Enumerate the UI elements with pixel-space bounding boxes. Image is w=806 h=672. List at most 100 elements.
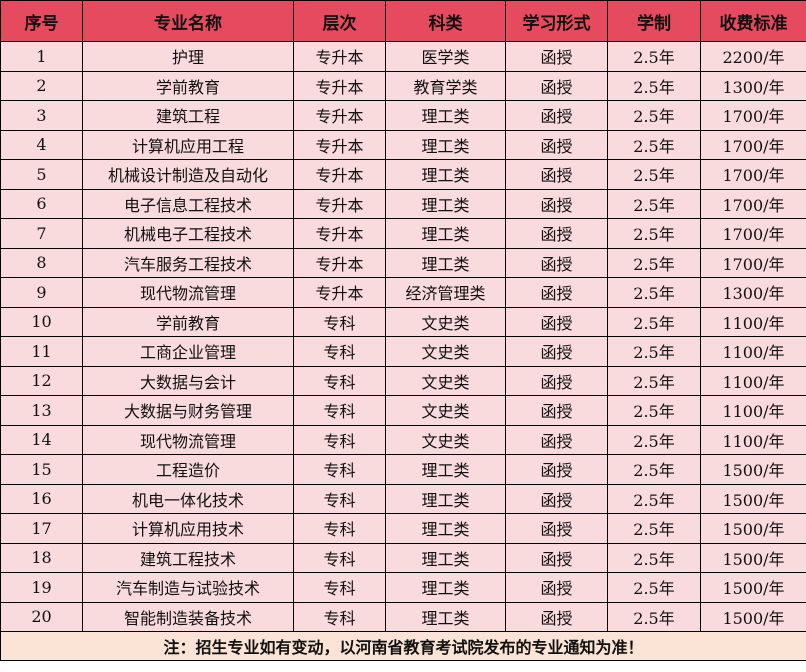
cell-major-name: 智能制造装备技术 — [82, 601, 294, 632]
cell-duration: 2.5年 — [607, 483, 701, 514]
cell-major-name: 电子信息工程技术 — [82, 188, 294, 219]
cell-fee: 1300/年 — [700, 277, 806, 308]
cell-index: 6 — [0, 188, 83, 219]
cell-fee: 1700/年 — [700, 188, 806, 219]
cell-category: 医学类 — [385, 41, 506, 72]
cell-duration: 2.5年 — [607, 70, 701, 101]
cell-duration: 2.5年 — [607, 306, 701, 337]
table-row: 11 工商企业管理 专科 文史类 函授 2.5年 1100/年 — [0, 336, 806, 367]
cell-index: 11 — [0, 336, 83, 367]
cell-major-name: 大数据与会计 — [82, 365, 294, 396]
cell-major-name: 护理 — [82, 41, 294, 72]
table-row: 18 建筑工程技术 专科 理工类 函授 2.5年 1500/年 — [0, 542, 806, 573]
cell-duration: 2.5年 — [607, 247, 701, 278]
cell-study-form: 函授 — [505, 100, 608, 131]
cell-index: 5 — [0, 159, 83, 190]
cell-category: 理工类 — [385, 218, 506, 249]
cell-level: 专科 — [293, 424, 386, 455]
table-row: 17 计算机应用技术 专科 理工类 函授 2.5年 1500/年 — [0, 513, 806, 544]
cell-category: 理工类 — [385, 542, 506, 573]
cell-duration: 2.5年 — [607, 188, 701, 219]
cell-index: 13 — [0, 395, 83, 426]
cell-fee: 1100/年 — [700, 336, 806, 367]
cell-study-form: 函授 — [505, 70, 608, 101]
cell-major-name: 学前教育 — [82, 70, 294, 101]
cell-index: 20 — [0, 601, 83, 632]
table-row: 1 护理 专升本 医学类 函授 2.5年 2200/年 — [0, 41, 806, 72]
cell-index: 19 — [0, 572, 83, 603]
header-duration: 学制 — [607, 0, 701, 42]
table-row: 7 机械电子工程技术 专升本 理工类 函授 2.5年 1700/年 — [0, 218, 806, 249]
cell-fee: 1300/年 — [700, 70, 806, 101]
cell-duration: 2.5年 — [607, 336, 701, 367]
cell-category: 理工类 — [385, 572, 506, 603]
cell-study-form: 函授 — [505, 483, 608, 514]
cell-study-form: 函授 — [505, 424, 608, 455]
table-row: 8 汽车服务工程技术 专升本 理工类 函授 2.5年 1700/年 — [0, 247, 806, 278]
cell-study-form: 函授 — [505, 601, 608, 632]
cell-fee: 1500/年 — [700, 483, 806, 514]
cell-study-form: 函授 — [505, 247, 608, 278]
cell-fee: 1700/年 — [700, 247, 806, 278]
cell-level: 专升本 — [293, 277, 386, 308]
cell-category: 理工类 — [385, 188, 506, 219]
table-row: 6 电子信息工程技术 专升本 理工类 函授 2.5年 1700/年 — [0, 188, 806, 219]
cell-index: 3 — [0, 100, 83, 131]
cell-study-form: 函授 — [505, 365, 608, 396]
cell-category: 理工类 — [385, 247, 506, 278]
cell-study-form: 函授 — [505, 159, 608, 190]
cell-study-form: 函授 — [505, 188, 608, 219]
cell-category: 文史类 — [385, 336, 506, 367]
cell-level: 专升本 — [293, 100, 386, 131]
cell-major-name: 大数据与财务管理 — [82, 395, 294, 426]
cell-study-form: 函授 — [505, 306, 608, 337]
cell-duration: 2.5年 — [607, 129, 701, 160]
cell-study-form: 函授 — [505, 542, 608, 573]
table-row: 4 计算机应用工程 专升本 理工类 函授 2.5年 1700/年 — [0, 129, 806, 160]
table-row: 13 大数据与财务管理 专科 文史类 函授 2.5年 1100/年 — [0, 395, 806, 426]
table-row: 5 机械设计制造及自动化 专升本 理工类 函授 2.5年 1700/年 — [0, 159, 806, 190]
cell-index: 2 — [0, 70, 83, 101]
cell-category: 文史类 — [385, 365, 506, 396]
cell-study-form: 函授 — [505, 277, 608, 308]
cell-level: 专科 — [293, 454, 386, 485]
table-row: 2 学前教育 专升本 教育学类 函授 2.5年 1300/年 — [0, 70, 806, 101]
table-row: 15 工程造价 专科 理工类 函授 2.5年 1500/年 — [0, 454, 806, 485]
cell-study-form: 函授 — [505, 454, 608, 485]
cell-duration: 2.5年 — [607, 159, 701, 190]
cell-study-form: 函授 — [505, 395, 608, 426]
cell-major-name: 机械设计制造及自动化 — [82, 159, 294, 190]
cell-fee: 1500/年 — [700, 601, 806, 632]
cell-major-name: 机电一体化技术 — [82, 483, 294, 514]
cell-duration: 2.5年 — [607, 454, 701, 485]
table-row: 19 汽车制造与试验技术 专科 理工类 函授 2.5年 1500/年 — [0, 572, 806, 603]
table-row: 12 大数据与会计 专科 文史类 函授 2.5年 1100/年 — [0, 365, 806, 396]
cell-study-form: 函授 — [505, 41, 608, 72]
cell-level: 专科 — [293, 542, 386, 573]
note-text: 注：招生专业如有变动，以河南省教育考试院发布的专业通知为准！ — [0, 631, 806, 661]
cell-index: 16 — [0, 483, 83, 514]
cell-fee: 1100/年 — [700, 395, 806, 426]
cell-duration: 2.5年 — [607, 277, 701, 308]
cell-category: 理工类 — [385, 601, 506, 632]
cell-index: 4 — [0, 129, 83, 160]
cell-duration: 2.5年 — [607, 513, 701, 544]
cell-major-name: 现代物流管理 — [82, 277, 294, 308]
cell-duration: 2.5年 — [607, 100, 701, 131]
cell-fee: 1700/年 — [700, 218, 806, 249]
cell-study-form: 函授 — [505, 218, 608, 249]
cell-index: 9 — [0, 277, 83, 308]
cell-fee: 1100/年 — [700, 365, 806, 396]
cell-index: 8 — [0, 247, 83, 278]
cell-category: 教育学类 — [385, 70, 506, 101]
cell-category: 文史类 — [385, 424, 506, 455]
cell-index: 1 — [0, 41, 83, 72]
cell-major-name: 汽车制造与试验技术 — [82, 572, 294, 603]
cell-duration: 2.5年 — [607, 218, 701, 249]
header-fee: 收费标准 — [700, 0, 806, 42]
cell-major-name: 计算机应用技术 — [82, 513, 294, 544]
cell-major-name: 学前教育 — [82, 306, 294, 337]
cell-fee: 1100/年 — [700, 306, 806, 337]
cell-level: 专科 — [293, 483, 386, 514]
